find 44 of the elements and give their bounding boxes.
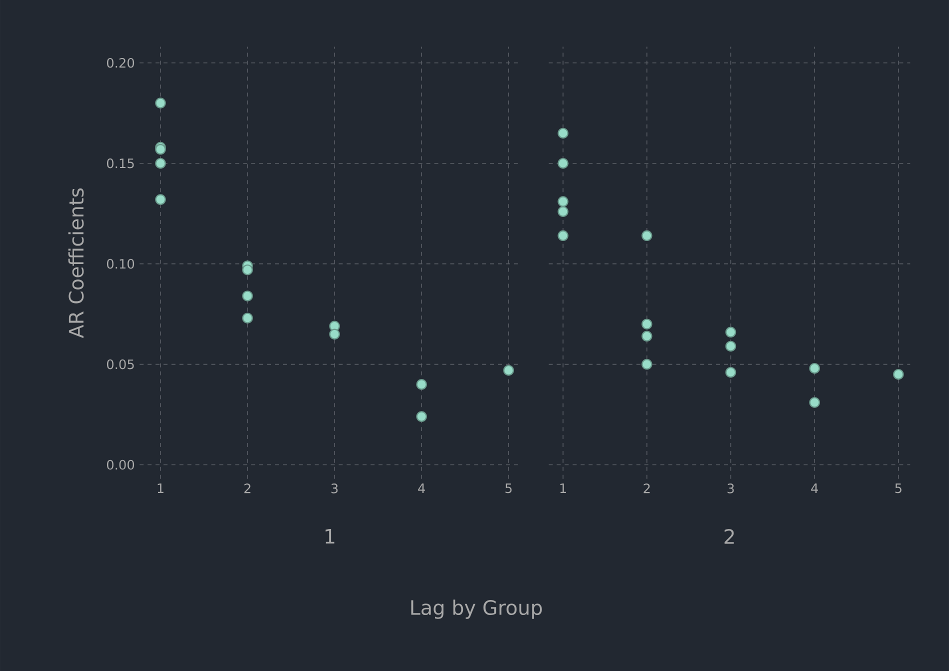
point [725, 366, 736, 378]
point [155, 158, 166, 169]
x-tick-label: 3 [728, 484, 734, 494]
point [242, 264, 253, 276]
point [642, 318, 652, 330]
y-axis-title: AR Coefficients [68, 188, 84, 338]
point [558, 230, 568, 242]
point [725, 326, 736, 338]
point [893, 368, 904, 380]
point [642, 330, 652, 342]
x-tick-label: 1 [560, 484, 566, 493]
point [558, 196, 568, 207]
x-tick-label: 5 [895, 484, 902, 494]
y-tick-label: 0.20 [106, 58, 134, 68]
y-tick-label: 0.10 [106, 258, 134, 269]
point [642, 358, 652, 370]
point [155, 194, 166, 205]
text: Lag by Group [411, 600, 542, 619]
point [503, 364, 514, 376]
x-axis-title: 1 [326, 528, 334, 544]
x-tick-label: 2 [644, 484, 650, 494]
x-tick-label: 3 [331, 484, 338, 494]
y-tick-label: 0.00 [106, 460, 134, 470]
y-tick-label: 0.15 [106, 158, 134, 168]
point [558, 158, 568, 169]
point [809, 397, 820, 408]
point [809, 362, 820, 374]
point [416, 411, 427, 422]
point [242, 290, 253, 302]
x-tick-label: 4 [811, 484, 818, 493]
point [416, 379, 427, 390]
point [725, 340, 736, 352]
x-tick-label: 5 [505, 484, 512, 494]
point [558, 128, 568, 139]
x-tick-label: 1 [158, 484, 164, 493]
x-tick-label: 4 [418, 484, 425, 493]
point [558, 206, 568, 217]
point [155, 98, 166, 108]
x-axis-title: 2 [724, 528, 734, 544]
point [329, 328, 340, 340]
x-tick-label: 2 [244, 484, 250, 494]
point [242, 312, 253, 324]
y-tick-label: 0.05 [106, 359, 134, 370]
point [642, 230, 652, 242]
